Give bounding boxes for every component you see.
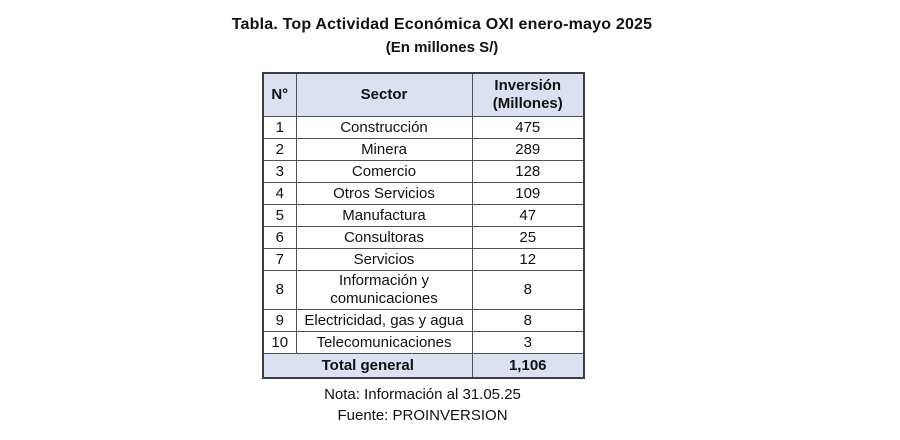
- row-number-cell: 10: [262, 331, 297, 354]
- sector-cell: Telecomunicaciones: [295, 331, 473, 354]
- header-cell-numero: N°: [262, 72, 297, 117]
- table-row: 1 Construcción 475: [262, 116, 585, 139]
- table-row: 8 Información y comunicaciones 8: [262, 270, 585, 310]
- table-footer: Total general 1,106: [262, 353, 585, 379]
- inversion-cell: 475: [471, 116, 585, 139]
- notes-block: Nota: Información al 31.05.25 Fuente: PR…: [262, 384, 583, 426]
- table-row: 6 Consultoras 25: [262, 226, 585, 249]
- header-cell-inversion: Inversión (Millones): [471, 72, 585, 117]
- sector-cell: Servicios: [295, 248, 473, 271]
- title-block: Tabla. Top Actividad Económica OXI enero…: [0, 0, 884, 59]
- sector-cell: Información y comunicaciones: [295, 270, 473, 310]
- row-number-cell: 4: [262, 182, 297, 205]
- inversion-table: N° Sector Inversión (Millones) 1 Construc…: [262, 72, 585, 379]
- table-title: Tabla. Top Actividad Económica OXI enero…: [231, 16, 653, 33]
- table-body: 1 Construcción 475 2 Minera 289 3 Comercio 128 4 O…: [262, 116, 585, 354]
- inversion-cell: 3: [471, 331, 585, 354]
- inversion-cell: 289: [471, 138, 585, 161]
- inversion-cell: 8: [471, 309, 585, 332]
- note-line: Nota: Información al 31.05.25: [324, 386, 521, 403]
- inversion-cell: 109: [471, 182, 585, 205]
- row-number-cell: 2: [262, 138, 297, 161]
- table-row: 10 Telecomunicaciones 3: [262, 331, 585, 354]
- row-number-cell: 9: [262, 309, 297, 332]
- header-cell-sector: Sector: [295, 72, 473, 117]
- sector-cell: Minera: [295, 138, 473, 161]
- table-row: 3 Comercio 128: [262, 160, 585, 183]
- row-number-cell: 6: [262, 226, 297, 249]
- inversion-cell: 25: [471, 226, 585, 249]
- header-row: N° Sector Inversión (Millones): [262, 72, 585, 117]
- table-row: 4 Otros Servicios 109: [262, 182, 585, 205]
- total-label-cell: Total general: [262, 353, 473, 379]
- table-header: N° Sector Inversión (Millones): [262, 72, 585, 117]
- sector-cell: Consultoras: [295, 226, 473, 249]
- source-line: Fuente: PROINVERSION: [337, 407, 508, 424]
- inversion-cell: 47: [471, 204, 585, 227]
- table-subtitle: (En millones S/): [385, 39, 499, 56]
- row-number-cell: 7: [262, 248, 297, 271]
- sector-cell: Otros Servicios: [295, 182, 473, 205]
- inversion-cell: 128: [471, 160, 585, 183]
- row-number-cell: 8: [262, 270, 297, 310]
- table-row: 2 Minera 289: [262, 138, 585, 161]
- table-row: 5 Manufactura 47: [262, 204, 585, 227]
- row-number-cell: 5: [262, 204, 297, 227]
- table-container: N° Sector Inversión (Millones) 1 Construc…: [262, 72, 585, 379]
- total-value-cell: 1,106: [471, 353, 585, 379]
- row-number-cell: 1: [262, 116, 297, 139]
- sector-cell: Comercio: [295, 160, 473, 183]
- inversion-cell: 8: [471, 270, 585, 310]
- table-row: 9 Electricidad, gas y agua 8: [262, 309, 585, 332]
- total-row: Total general 1,106: [262, 353, 585, 379]
- sector-cell: Manufactura: [295, 204, 473, 227]
- row-number-cell: 3: [262, 160, 297, 183]
- inversion-cell: 12: [471, 248, 585, 271]
- sector-cell: Electricidad, gas y agua: [295, 309, 473, 332]
- table-row: 7 Servicios 12: [262, 248, 585, 271]
- sector-cell: Construcción: [295, 116, 473, 139]
